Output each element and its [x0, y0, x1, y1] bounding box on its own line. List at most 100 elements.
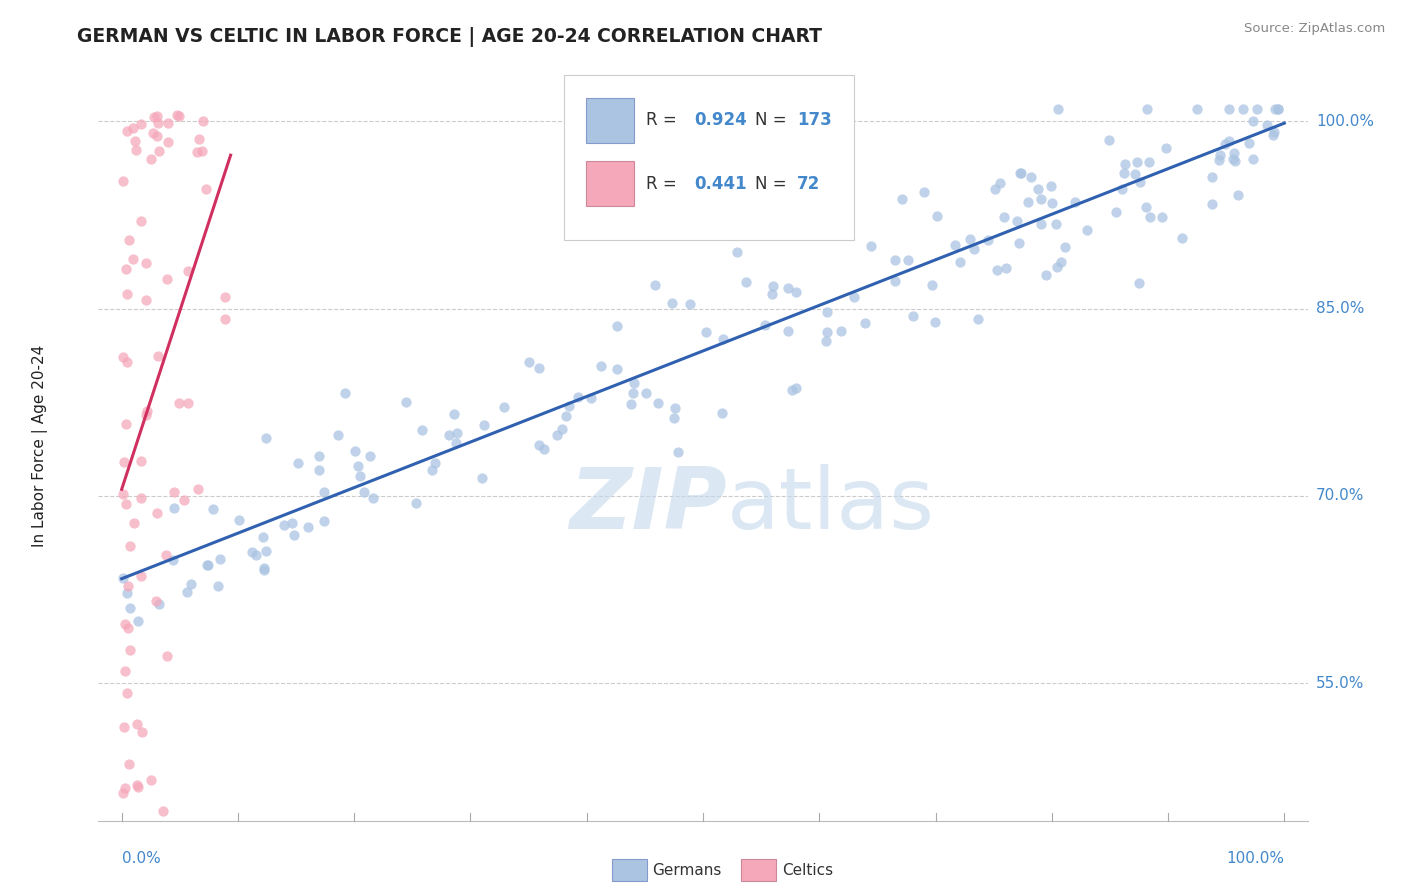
Point	[117, 579, 139, 593]
Point	[1005, 214, 1028, 228]
Point	[1237, 136, 1260, 150]
Text: 72: 72	[797, 175, 821, 193]
Point	[197, 558, 219, 572]
Point	[162, 552, 184, 566]
Point	[1053, 240, 1076, 254]
Point	[1136, 102, 1159, 116]
Point	[814, 334, 837, 349]
Point	[1019, 169, 1042, 184]
Point	[287, 456, 309, 470]
Point	[146, 109, 169, 123]
Point	[111, 786, 134, 800]
Point	[1232, 102, 1254, 116]
Point	[606, 361, 628, 376]
Point	[202, 502, 225, 516]
Text: N =: N =	[755, 112, 792, 129]
Point	[420, 463, 443, 477]
Point	[666, 444, 689, 458]
Point	[472, 417, 495, 432]
Point	[191, 145, 214, 159]
Point	[1263, 128, 1285, 142]
Point	[127, 614, 149, 628]
Point	[135, 256, 157, 270]
Text: 0.0%: 0.0%	[122, 851, 160, 866]
Point	[118, 540, 141, 554]
Point	[115, 585, 138, 599]
Point	[859, 239, 882, 253]
Point	[1098, 133, 1121, 147]
Point	[1125, 154, 1147, 169]
Point	[636, 385, 658, 400]
Text: 100.0%: 100.0%	[1316, 114, 1374, 128]
Text: ZIP: ZIP	[569, 465, 727, 548]
Point	[1035, 268, 1057, 283]
Text: GERMAN VS CELTIC IN LABOR FORCE | AGE 20-24 CORRELATION CHART: GERMAN VS CELTIC IN LABOR FORCE | AGE 20…	[77, 27, 823, 46]
Point	[986, 263, 1008, 277]
Point	[679, 297, 702, 311]
Point	[1139, 210, 1161, 224]
Point	[644, 277, 666, 292]
Point	[1264, 102, 1286, 116]
Point	[135, 293, 157, 307]
Point	[695, 325, 717, 339]
Point	[1267, 102, 1289, 116]
Point	[1150, 211, 1173, 225]
Point	[214, 312, 236, 326]
Point	[620, 397, 643, 411]
Point	[754, 318, 776, 332]
Point	[517, 354, 540, 368]
Point	[346, 459, 368, 474]
Point	[141, 773, 163, 788]
Point	[176, 584, 198, 599]
Text: Source: ZipAtlas.com: Source: ZipAtlas.com	[1244, 22, 1385, 36]
Point	[120, 643, 142, 657]
Point	[1222, 152, 1244, 166]
Point	[405, 496, 427, 510]
Point	[146, 349, 169, 363]
Point	[1046, 102, 1069, 116]
Point	[711, 406, 734, 420]
Point	[621, 386, 644, 401]
Point	[1111, 182, 1133, 196]
Point	[280, 516, 302, 531]
Text: 55.0%: 55.0%	[1316, 676, 1364, 690]
Point	[1046, 260, 1069, 274]
Point	[903, 309, 925, 323]
Point	[925, 209, 948, 223]
Point	[124, 134, 146, 148]
Point	[125, 716, 148, 731]
Point	[984, 182, 1007, 196]
Point	[112, 720, 135, 734]
Point	[1039, 178, 1062, 193]
Point	[145, 129, 167, 144]
Point	[195, 558, 218, 573]
Point	[252, 530, 274, 544]
Point	[1267, 102, 1289, 116]
Point	[156, 648, 179, 663]
Point	[252, 560, 274, 574]
Point	[943, 238, 966, 252]
Point	[114, 664, 136, 678]
Point	[254, 431, 277, 445]
Text: 0.924: 0.924	[695, 112, 747, 129]
Text: In Labor Force | Age 20-24: In Labor Force | Age 20-24	[32, 345, 48, 547]
Point	[180, 576, 202, 591]
Point	[830, 324, 852, 338]
Point	[1263, 125, 1285, 139]
Point	[141, 152, 163, 166]
Point	[1123, 167, 1146, 181]
FancyBboxPatch shape	[586, 97, 634, 143]
Point	[186, 145, 208, 159]
Point	[194, 182, 217, 196]
Point	[228, 513, 250, 527]
Point	[129, 568, 152, 582]
Point	[209, 552, 232, 566]
Point	[187, 482, 209, 496]
Point	[253, 563, 276, 577]
Point	[155, 548, 177, 562]
Point	[1135, 200, 1157, 214]
Point	[581, 391, 603, 405]
Point	[191, 113, 214, 128]
Point	[780, 383, 803, 397]
Point	[1114, 166, 1136, 180]
